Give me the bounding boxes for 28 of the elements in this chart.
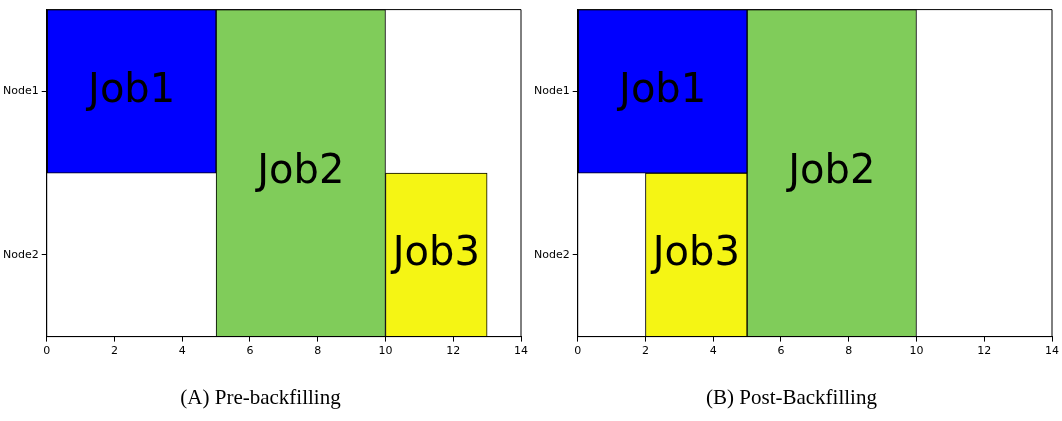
x-tick-label: 0 [43,344,51,358]
series-label: Job1 [616,64,707,111]
x-tick-label: 2 [641,344,649,358]
series-label: Job3 [389,228,480,275]
x-tick-label: 14 [1045,344,1059,358]
text: (A) Pre-backfilling [180,384,342,409]
series-label: Job3 [649,228,740,275]
x-tick-label: 6 [777,344,785,358]
x-tick-label: 12 [977,344,992,358]
x-tick-label: 0 [574,344,582,358]
y-tick-label: Node2 [2,247,39,261]
text: (B) Post-Backfilling [706,384,878,409]
x-tick-label: 4 [709,344,717,358]
x-tick-label: 8 [314,344,322,358]
x-tick-label: 2 [110,344,118,358]
series-label: Job2 [785,146,876,193]
x-tick-label: 8 [845,344,853,358]
x-tick-label: 10 [378,344,393,358]
x-tick-label: 4 [178,344,186,358]
y-tick-label: Node1 [2,84,39,98]
x-tick-label: 14 [514,344,528,358]
y-tick-label: Node1 [533,84,570,98]
x-tick-label: 12 [446,344,461,358]
series-label: Job1 [85,64,176,111]
y-tick-label: Node2 [533,247,570,261]
x-tick-label: 10 [909,344,924,358]
series-label: Job2 [254,146,345,193]
x-tick-label: 6 [246,344,254,358]
